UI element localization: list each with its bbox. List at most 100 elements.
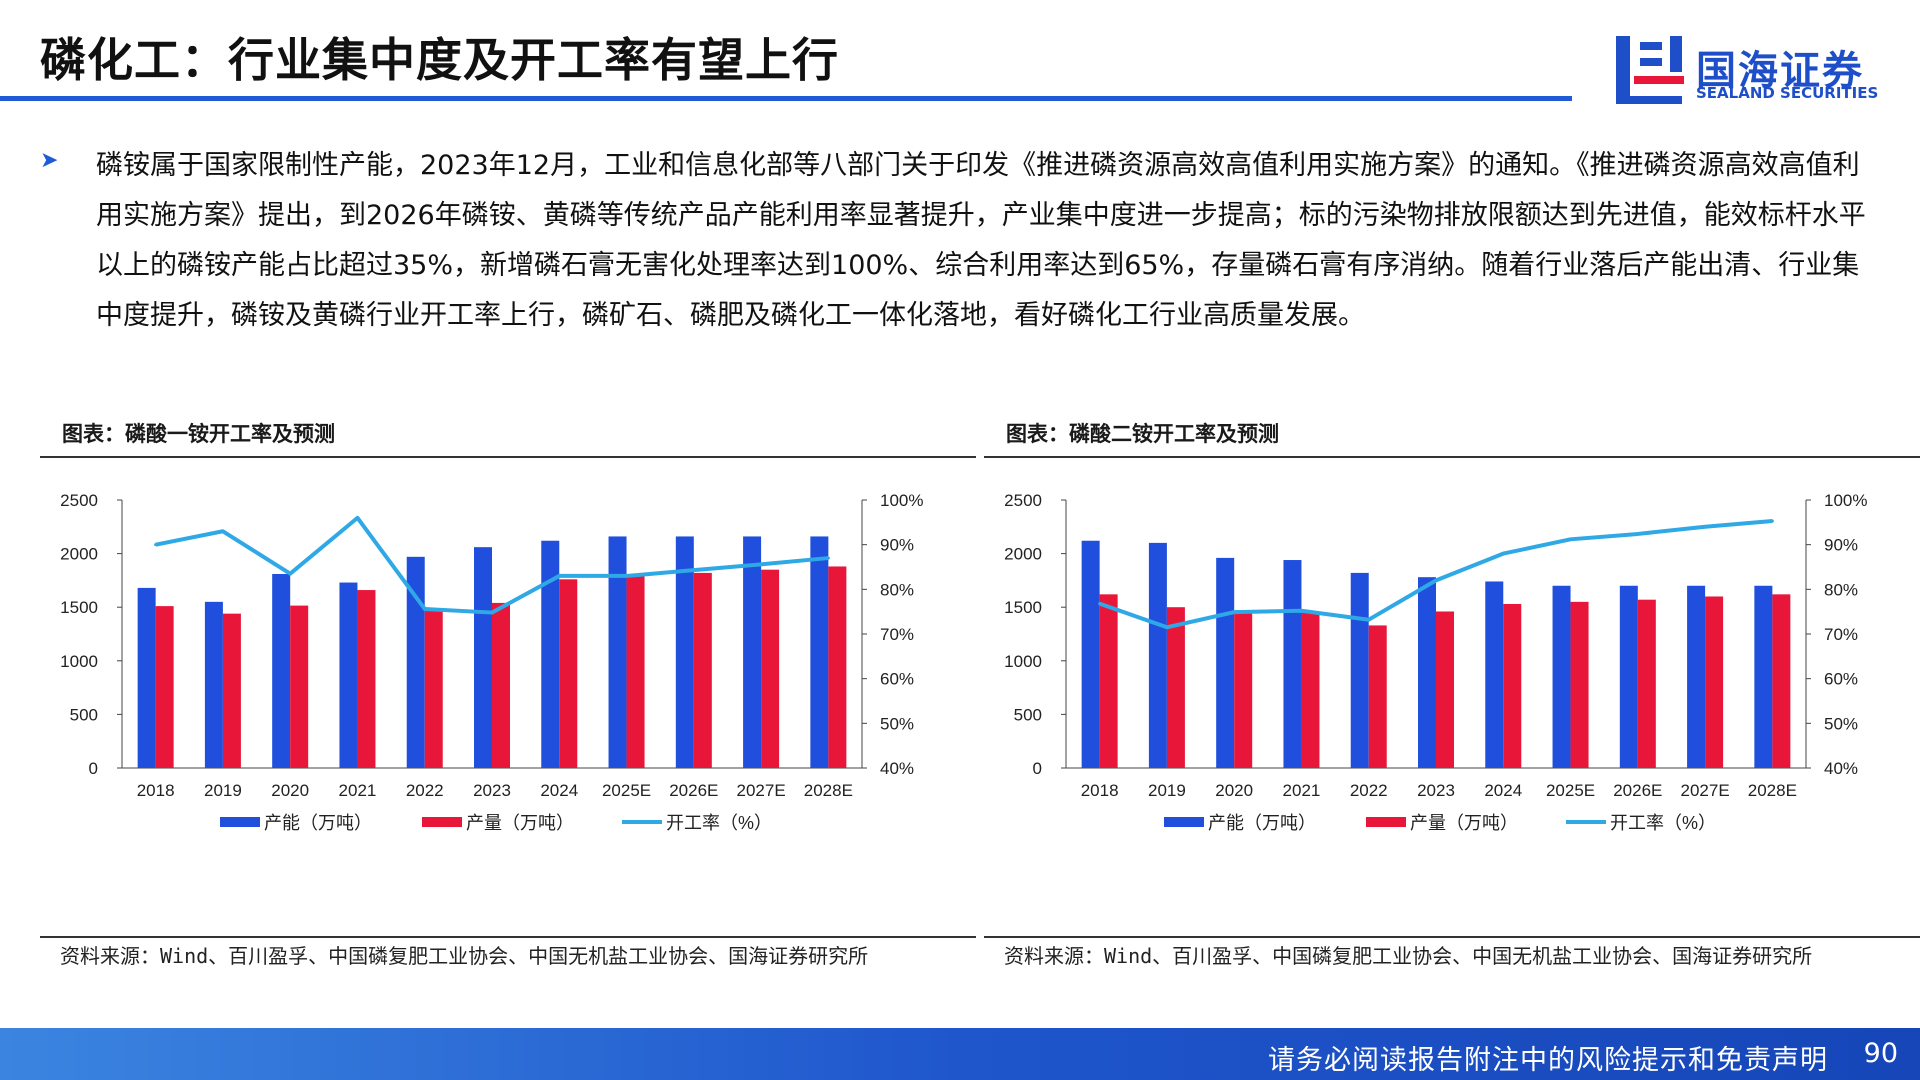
x-tick-label: 2028E	[804, 781, 853, 800]
x-tick-label: 2025E	[1546, 781, 1595, 800]
bar-output	[424, 608, 443, 768]
rate-point	[826, 556, 830, 560]
bar-capacity	[1283, 560, 1302, 768]
y-tick-label-left: 500	[70, 705, 98, 724]
x-tick-label: 2022	[1350, 781, 1388, 800]
x-tick-label: 2024	[1484, 781, 1522, 800]
x-tick-label: 2026E	[1613, 781, 1662, 800]
y-tick-label-left: 1000	[1004, 652, 1042, 671]
bar-capacity	[137, 587, 156, 768]
x-tick-label: 2023	[473, 781, 511, 800]
rate-point	[1501, 552, 1505, 556]
company-logo: 国海证券 SEALAND SECURITIES	[1612, 32, 1882, 112]
rate-point	[1367, 618, 1371, 622]
y-tick-label-right: 40%	[880, 759, 914, 778]
bar-output	[1301, 611, 1320, 768]
rate-point	[1636, 532, 1640, 536]
bar-capacity	[743, 536, 762, 768]
y-tick-label-left: 2500	[1004, 491, 1042, 510]
x-tick-label: 2018	[1081, 781, 1119, 800]
bar-output	[693, 572, 712, 768]
y-tick-label-right: 90%	[1824, 536, 1858, 555]
rate-point	[154, 543, 158, 547]
rate-point	[288, 572, 292, 576]
bar-output	[559, 579, 578, 768]
bar-capacity	[1216, 557, 1235, 768]
bar-output	[1705, 596, 1724, 768]
bar-output	[222, 613, 241, 768]
rate-point	[692, 568, 696, 572]
bar-output	[1099, 594, 1118, 768]
bar-output	[290, 605, 309, 768]
chart-panel-2: 图表：磷酸二铵开工率及预测 0 500 1000 1500 2000 2500 40% 50%…	[984, 418, 1920, 1018]
x-tick-label: 2020	[271, 781, 309, 800]
y-tick-label-right: 70%	[1824, 625, 1858, 644]
bar-output	[761, 569, 780, 768]
rate-point	[355, 516, 359, 520]
legend-swatch	[422, 817, 462, 827]
y-tick-label-right: 80%	[1824, 580, 1858, 599]
chart-bottom-rule	[984, 936, 1920, 938]
bar-capacity	[1687, 585, 1706, 768]
rate-point	[1703, 525, 1707, 529]
x-tick-label: 2020	[1215, 781, 1253, 800]
x-tick-label: 2021	[1283, 781, 1321, 800]
y-tick-label-right: 40%	[1824, 759, 1858, 778]
bar-output	[626, 576, 645, 768]
y-tick-label-right: 70%	[880, 625, 914, 644]
bar-output	[1166, 607, 1185, 768]
x-tick-label: 2025E	[602, 781, 651, 800]
rate-point	[423, 607, 427, 611]
rate-point	[221, 529, 225, 533]
rate-point	[1098, 602, 1102, 606]
x-tick-label: 2023	[1417, 781, 1455, 800]
bar-capacity	[810, 536, 829, 768]
legend-swatch	[1366, 817, 1406, 827]
x-tick-label: 2021	[339, 781, 377, 800]
chart-title: 图表：磷酸二铵开工率及预测	[1006, 422, 1279, 446]
x-tick-label: 2026E	[669, 781, 718, 800]
y-tick-label-left: 2000	[60, 545, 98, 564]
x-tick-label: 2019	[1148, 781, 1186, 800]
bar-output	[1570, 601, 1589, 768]
chart-panel-1: 图表：磷酸一铵开工率及预测 0 500 1000 1500 2000 2500 40% 50%…	[40, 418, 976, 1018]
bar-capacity	[1081, 540, 1100, 768]
rate-point	[557, 574, 561, 578]
rate-point	[490, 611, 494, 615]
x-tick-label: 2019	[204, 781, 242, 800]
x-tick-label: 2027E	[1681, 781, 1730, 800]
legend-label: 开工率（%）	[666, 813, 772, 833]
bar-capacity	[1418, 577, 1436, 768]
bar-output	[1368, 625, 1387, 768]
y-tick-label-right: 60%	[880, 670, 914, 689]
y-tick-label-left: 1000	[60, 652, 98, 671]
bar-output	[1234, 610, 1253, 768]
rate-point	[1165, 625, 1169, 629]
bar-capacity	[1552, 585, 1571, 768]
legend-swatch	[220, 817, 260, 827]
y-tick-label-left: 2000	[1004, 545, 1042, 564]
y-tick-label-left: 0	[89, 759, 98, 778]
bar-capacity	[474, 547, 492, 768]
page-number: 90	[1863, 1038, 1898, 1069]
x-tick-label: 2022	[406, 781, 444, 800]
y-tick-label-left: 2500	[60, 491, 98, 510]
footer-disclaimer: 请务必阅读报告附注中的风险提示和免责声明	[1268, 1045, 1828, 1076]
bar-capacity	[608, 536, 627, 768]
bar-output	[1637, 599, 1656, 768]
x-tick-label: 2028E	[1748, 781, 1797, 800]
bar-capacity	[339, 582, 358, 768]
legend-label: 产量（万吨）	[466, 813, 574, 833]
rate-point	[759, 562, 763, 566]
bar-capacity	[1754, 585, 1773, 768]
footer-bar: 请务必阅读报告附注中的风险提示和免责声明 90	[0, 1028, 1920, 1080]
legend-label: 产能（万吨）	[1208, 813, 1316, 833]
bar-output	[492, 602, 510, 768]
sealand-logo-icon	[1616, 36, 1684, 104]
legend-label: 产能（万吨）	[264, 813, 372, 833]
logo-english-name: SEALAND SECURITIES	[1696, 84, 1879, 102]
y-tick-label-left: 500	[1014, 705, 1042, 724]
bar-capacity	[1148, 542, 1167, 768]
y-tick-label-left: 1500	[1004, 598, 1042, 617]
bar-output	[1436, 611, 1454, 768]
